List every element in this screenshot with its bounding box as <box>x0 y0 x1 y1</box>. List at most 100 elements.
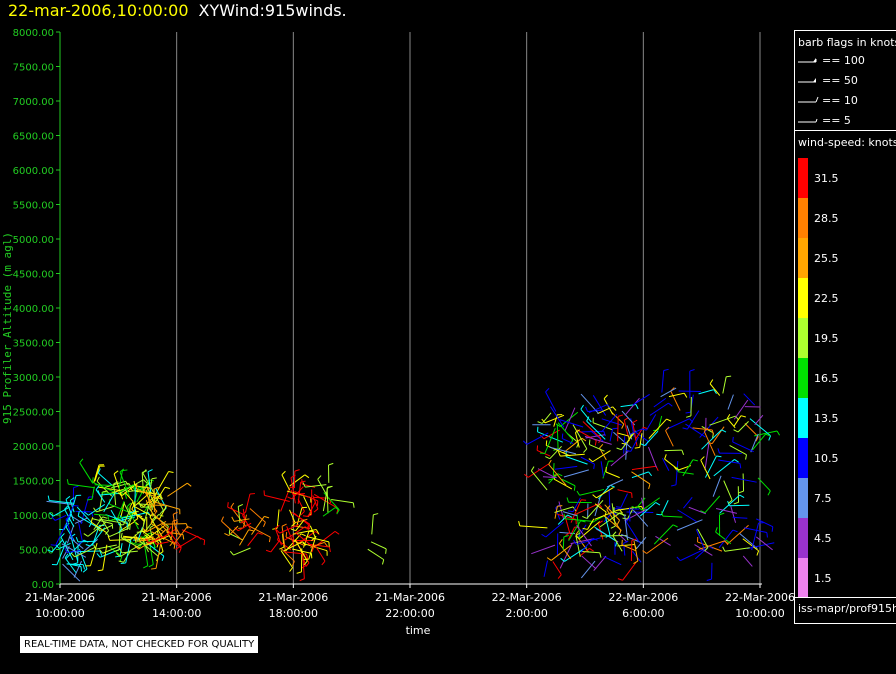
wind-barb <box>561 478 576 487</box>
wind-barb-flag <box>290 528 296 532</box>
wind-barb-flag <box>671 484 677 487</box>
wind-barb <box>531 544 556 555</box>
wind-barb <box>556 424 559 449</box>
wind-barb <box>557 422 574 441</box>
wind-barb-flag <box>113 481 119 485</box>
wind-barb-flag <box>289 567 294 572</box>
wind-barb <box>174 525 182 537</box>
wind-barb <box>90 521 107 534</box>
wind-barb-flag <box>133 518 139 522</box>
wind-barb <box>126 511 135 531</box>
wind-barb <box>711 426 725 444</box>
wind-barb <box>171 520 174 537</box>
barb-flag-50-icon <box>798 78 816 83</box>
wind-barb-flag <box>569 439 574 445</box>
wind-barb <box>751 522 759 551</box>
wind-barb-flag <box>664 454 667 460</box>
legend-mid-rule <box>794 130 896 131</box>
wind-barb-flag <box>99 549 104 554</box>
wind-barb <box>98 514 110 531</box>
wind-barb <box>575 535 581 557</box>
wind-barb-flag <box>716 455 722 458</box>
wind-barb <box>101 492 126 495</box>
wind-barb <box>79 462 94 484</box>
wind-barb <box>550 544 571 561</box>
wind-barb <box>704 455 717 478</box>
wind-barb-flag <box>164 486 170 489</box>
wind-barb-flag <box>539 434 545 440</box>
wind-barb-flag <box>240 520 246 524</box>
wind-barb-flag <box>97 468 101 474</box>
colorbar-swatch <box>798 478 808 518</box>
wind-barb-flag <box>107 535 111 541</box>
colorbar-label: 19.5 <box>814 332 839 345</box>
wind-barb <box>648 446 658 468</box>
wind-barb <box>572 497 581 512</box>
wind-barb-flag <box>623 540 629 544</box>
wind-barb-flag <box>95 485 100 491</box>
wind-barb <box>302 542 328 552</box>
colorbar-swatch <box>798 518 808 558</box>
wind-barb <box>54 514 67 521</box>
wind-barb <box>545 391 557 412</box>
y-tick-label: 2000.00 <box>13 442 54 453</box>
wind-barb-flag <box>268 537 271 543</box>
wind-barb-flag <box>732 436 734 443</box>
wind-barb <box>264 494 290 503</box>
wind-barb <box>542 476 557 479</box>
wind-barb-flag <box>116 552 121 557</box>
wind-barb-flag <box>738 490 744 494</box>
wind-barb <box>249 508 266 523</box>
wind-barb <box>313 496 330 499</box>
wind-barb <box>703 431 716 457</box>
wind-barb-flag <box>575 530 580 536</box>
wind-barb <box>60 536 74 561</box>
wind-barb-flag <box>84 511 89 516</box>
wind-barb <box>624 514 629 540</box>
wind-barb <box>704 442 710 471</box>
y-tick-label: 6500.00 <box>13 132 54 143</box>
wind-barb-flag <box>563 535 569 538</box>
x-tick-date: 22-Mar-2006 <box>492 591 562 604</box>
wind-barb-flag <box>321 560 326 566</box>
wind-barb <box>639 502 656 517</box>
wind-barb <box>580 393 600 415</box>
wind-barb-flag <box>107 515 110 521</box>
wind-barb <box>606 479 624 488</box>
wind-barb <box>581 555 597 570</box>
wind-barb <box>683 496 693 509</box>
wind-barb <box>294 539 308 562</box>
wind-barb <box>152 486 166 507</box>
wind-barb <box>603 556 622 566</box>
wind-barb <box>649 402 669 416</box>
wind-barb-flag <box>143 486 148 491</box>
wind-barb <box>65 499 75 522</box>
wind-barb-flag <box>147 469 153 473</box>
wind-barb <box>613 431 632 449</box>
wind-barb-flag <box>703 427 709 432</box>
wind-barb <box>576 525 592 547</box>
x-tick-time: 2:00:00 <box>505 607 547 620</box>
wind-barb-flag <box>755 436 759 442</box>
wind-barb-flag <box>124 493 128 499</box>
wind-barb-flag <box>648 483 651 490</box>
wind-barb <box>562 437 583 454</box>
wind-barb-flag <box>557 451 561 457</box>
wind-barb-flag <box>264 515 270 519</box>
wind-barb-flag <box>524 473 529 478</box>
wind-barb <box>632 393 650 406</box>
wind-barb <box>599 512 621 528</box>
wind-barb <box>709 383 721 396</box>
wind-barb-flag <box>96 476 100 482</box>
wind-barb <box>614 511 627 516</box>
wind-barb <box>239 529 250 546</box>
wind-barb <box>308 535 317 560</box>
wind-barb-flag <box>700 510 706 514</box>
wind-barb <box>64 509 75 528</box>
barb-legend-5-label: == 5 <box>822 114 851 127</box>
wind-barb <box>631 471 651 485</box>
x-tick-date: 21-Mar-2006 <box>142 591 212 604</box>
wind-barb-flag <box>178 547 182 553</box>
wind-barb-flag <box>287 496 293 500</box>
wind-barb <box>665 418 690 430</box>
